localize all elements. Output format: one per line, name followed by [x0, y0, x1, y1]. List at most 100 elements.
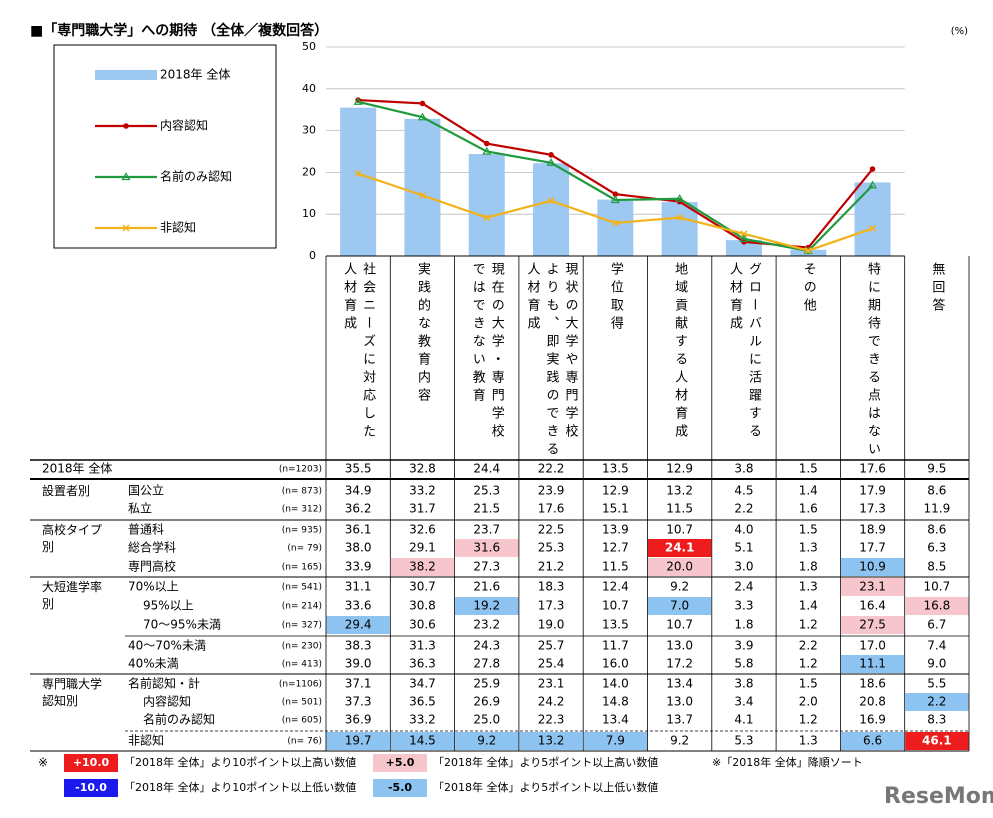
marker: [483, 140, 490, 147]
cell-highlight: [648, 558, 712, 576]
cell-highlight: [840, 655, 905, 673]
row-n: (n= 935): [282, 526, 322, 536]
row-n: (n= 165): [282, 563, 322, 573]
bar: [468, 154, 505, 256]
legend-swatch: [95, 70, 157, 80]
group-label: 設置者別: [42, 484, 91, 498]
cell-value: 16.0: [602, 657, 629, 671]
cell-value: 13.9: [602, 523, 629, 537]
cell-value: 36.5: [409, 695, 436, 709]
cell-value: 9.2: [477, 734, 496, 748]
row-n: (n=1106): [279, 680, 322, 690]
cell-value: 1.8: [799, 560, 818, 574]
cell-value: 11.5: [666, 502, 693, 516]
marker: [740, 230, 748, 238]
row-n: (n= 312): [282, 505, 322, 515]
cell-value: 46.1: [922, 734, 952, 748]
note-swatch: [64, 754, 118, 772]
cell-highlight: [583, 732, 647, 750]
cell-value: 1.5: [799, 462, 818, 476]
cell-value: 33.6: [345, 599, 372, 613]
legend-box: [53, 44, 277, 249]
cell-highlight: [905, 597, 969, 615]
cell-highlight: [455, 539, 519, 557]
row-label: 非認知: [128, 733, 164, 748]
category-cell: 無回答: [905, 262, 969, 460]
cell-value: 3.3: [734, 599, 753, 613]
marker: [546, 158, 556, 166]
cell-value: 22.5: [538, 523, 565, 537]
cell-value: 31.1: [345, 580, 372, 594]
cell-value: 30.6: [409, 618, 436, 632]
cell-value: 19.2: [473, 599, 500, 613]
unit-label: (%): [951, 26, 968, 37]
category-cell: 現在の大学・専門学校 ではできない教育: [455, 262, 519, 460]
marker: [547, 197, 555, 205]
cell-value: 13.4: [666, 677, 693, 691]
cell-value: 9.5: [927, 462, 946, 476]
x-tick-label: 現在の大学・専門学校 ではできない教育: [469, 262, 504, 442]
cell-value: 2.4: [734, 580, 753, 594]
cell-value: 21.2: [538, 560, 565, 574]
row-n: (n= 873): [282, 487, 322, 497]
cell-value: 39.0: [345, 657, 372, 671]
x-tick-label: 特に期待できる点はない: [865, 262, 881, 460]
row-label: 総合学科: [128, 540, 176, 555]
cell-value: 34.7: [409, 677, 436, 691]
group-label: 高校タイプ 別: [42, 523, 103, 554]
row-label: 40～70%未満: [128, 639, 206, 653]
cell-highlight: [326, 732, 390, 750]
cell-value: 10.7: [602, 599, 629, 613]
cell-value: 25.7: [538, 639, 565, 653]
bar: [854, 182, 891, 256]
row-n: (n= 76): [287, 737, 322, 747]
cell-value: 2.2: [734, 502, 753, 516]
cell-highlight: [648, 597, 712, 615]
cell-value: 6.3: [927, 541, 946, 555]
cell-value: 1.5: [799, 677, 818, 691]
cell-value: 33.9: [345, 560, 372, 574]
cell-value: 22.3: [538, 713, 565, 727]
x-tick-label: グローバルに活躍する 人材育成: [726, 262, 761, 442]
cell-value: 1.4: [799, 484, 818, 498]
x-tick-label: 社会ニーズに対応した 人材育成: [341, 262, 376, 442]
cell-value: 8.6: [927, 523, 946, 537]
cell-value: 23.1: [538, 677, 565, 691]
cell-value: 10.7: [666, 523, 693, 537]
row-n: (n=1203): [279, 465, 322, 475]
cell-value: 20.8: [859, 695, 886, 709]
cell-value: 13.0: [666, 695, 693, 709]
marker: [612, 191, 619, 197]
marker: [804, 247, 812, 255]
cell-value: 37.1: [345, 677, 372, 691]
cell-value: 24.4: [473, 462, 500, 476]
row-label: 2018年 全体: [42, 461, 112, 476]
x-tick-label: 地域貢献する人材育成: [672, 262, 688, 442]
cell-highlight: [326, 616, 390, 634]
note-box-label: -5.0: [388, 781, 412, 794]
cell-value: 14.8: [602, 695, 629, 709]
note-swatch: [373, 779, 427, 797]
cell-value: 25.0: [473, 713, 500, 727]
cell-value: 13.2: [666, 484, 693, 498]
bar: [533, 163, 570, 256]
row-n: (n= 501): [282, 698, 322, 708]
cell-value: 24.2: [538, 695, 565, 709]
category-cell: 現状の大学や専門学校 よりも、即実践のできる 人材育成: [519, 262, 583, 460]
note-text: 「2018年 全体」より10ポイント以上高い数値: [124, 755, 356, 769]
cell-value: 15.1: [602, 502, 629, 516]
cell-value: 38.2: [409, 560, 436, 574]
cell-value: 17.6: [859, 462, 886, 476]
cell-value: 37.3: [345, 695, 372, 709]
row-label: 内容認知: [143, 694, 191, 709]
cell-value: 12.9: [602, 484, 629, 498]
cell-highlight: [905, 732, 969, 750]
cell-value: 11.5: [602, 560, 629, 574]
cell-value: 4.0: [734, 523, 753, 537]
note-box-label: +10.0: [73, 756, 110, 769]
note-text: 「2018年 全体」より5ポイント以上高い数値: [433, 755, 658, 769]
marker: [869, 224, 877, 232]
category-cell: 実践的な教育内容: [390, 262, 454, 460]
bar: [340, 107, 377, 256]
cell-value: 11.9: [923, 502, 950, 516]
